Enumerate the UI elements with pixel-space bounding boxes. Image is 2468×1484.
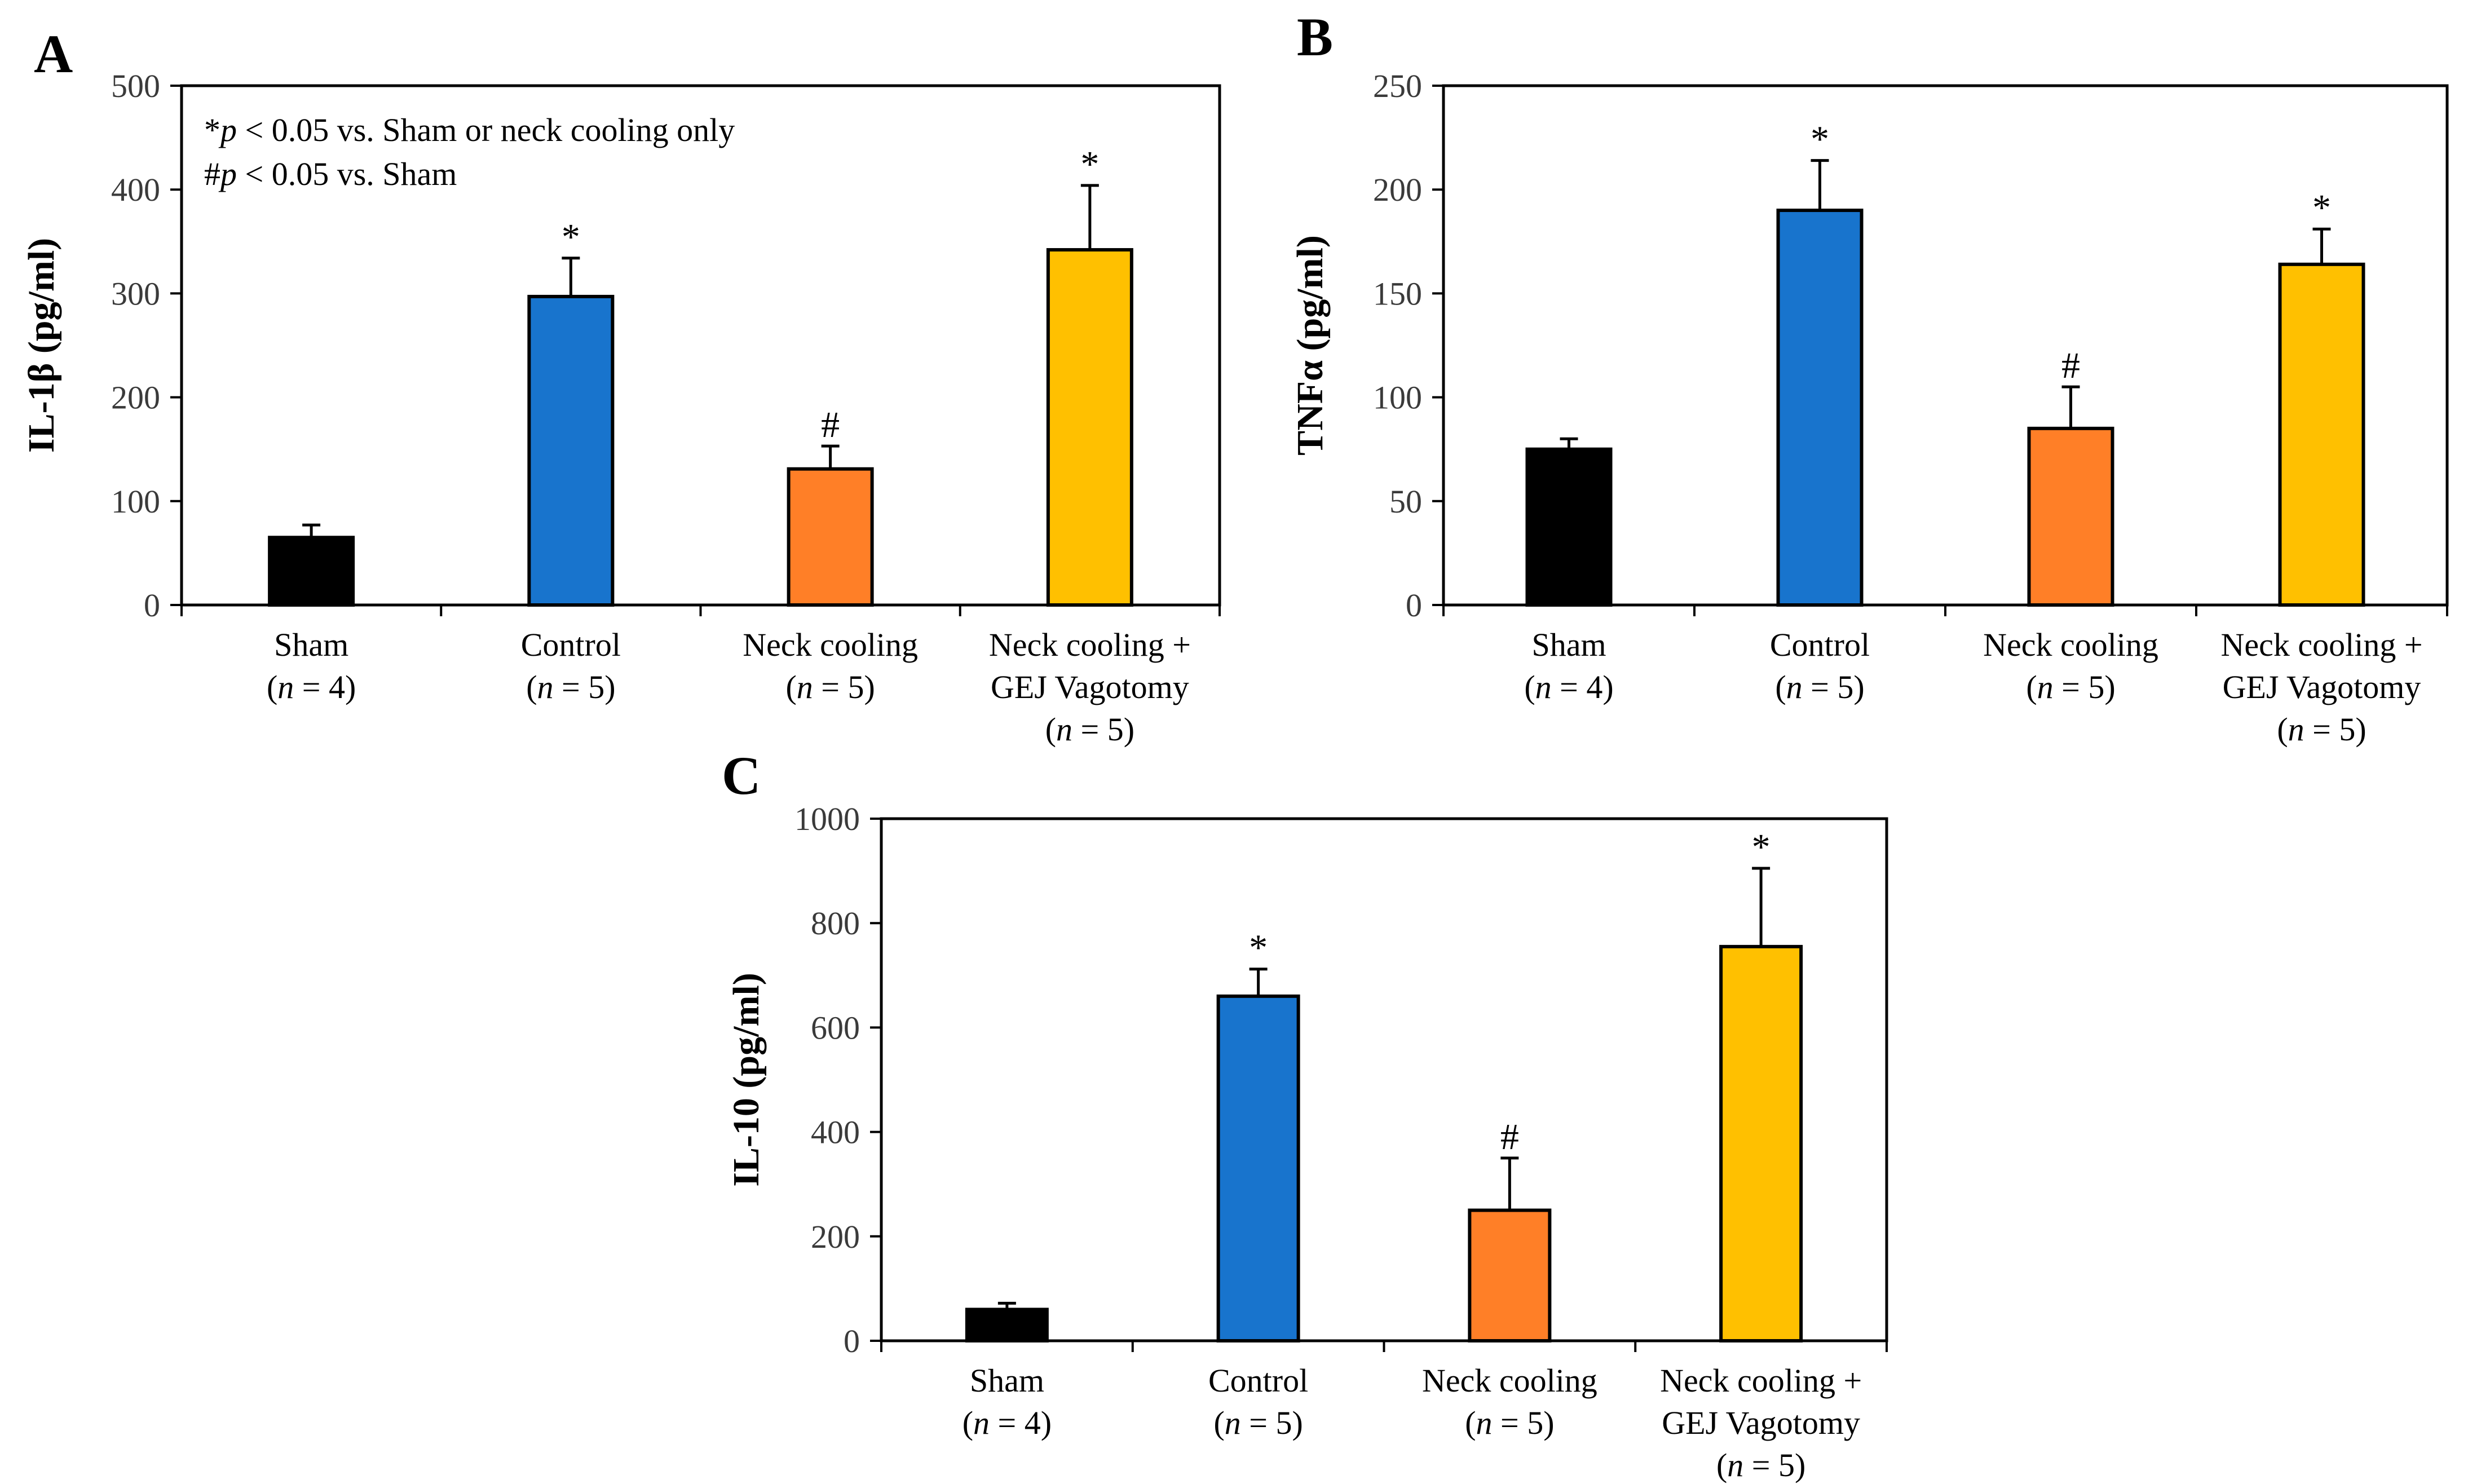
y-tick-label: 100 (1373, 379, 1422, 416)
bar-neck-cooling (787, 467, 874, 607)
x-category-label: Sham (970, 1362, 1044, 1399)
x-category-label: Sham (1531, 626, 1606, 663)
bar-neck-cooling (2278, 262, 2365, 607)
significance-marker: # (1500, 1116, 1519, 1158)
y-tick-label: 400 (811, 1114, 860, 1151)
y-tick-label: 0 (844, 1323, 860, 1359)
bar-sham (268, 536, 355, 607)
y-tick-label: 200 (811, 1218, 860, 1255)
y-tick-label: 0 (1406, 587, 1422, 624)
panel-letter: B (1297, 7, 1333, 67)
x-category-label: (n = 4) (267, 669, 356, 705)
panel-letter: C (722, 745, 761, 806)
x-category-label: GEJ Vagotomy (2223, 669, 2421, 705)
bar-sham (1525, 447, 1613, 607)
significance-marker: * (1811, 119, 1829, 160)
x-category-label: (n = 5) (2026, 669, 2115, 705)
legend-note: *p < 0.05 vs. Sham or neck cooling only (204, 112, 735, 148)
x-category-label: (n = 5) (1465, 1404, 1554, 1441)
x-category-label: Neck cooling (743, 626, 918, 663)
x-category-label: Control (1770, 626, 1870, 663)
y-tick-label: 300 (111, 275, 160, 312)
significance-legend: *p < 0.05 vs. Sham or neck cooling only #… (204, 112, 735, 192)
significance-marker: * (1752, 827, 1771, 868)
x-category-label: GEJ Vagotomy (1662, 1404, 1860, 1441)
x-category-label: GEJ Vagotomy (991, 669, 1189, 705)
bar-neck-cooling (2027, 426, 2114, 607)
significance-marker: # (821, 404, 840, 445)
y-tick-label: 400 (111, 171, 160, 208)
x-category-label: (n = 5) (1716, 1447, 1805, 1483)
x-category-label: Neck cooling (1983, 626, 2158, 663)
x-category-label: Neck cooling + (2220, 626, 2422, 663)
y-tick-label: 500 (111, 68, 160, 104)
panel-c: C 0 200 400 600 800 1000 IL-10 (pg/ml) Sham (n = … (722, 745, 1888, 1483)
bar-neck-cooling (1719, 944, 1803, 1342)
y-tick-label: 250 (1373, 68, 1422, 104)
x-category-label: (n = 5) (526, 669, 615, 705)
x-category-label: Neck cooling + (1660, 1362, 1862, 1399)
x-category-label: Sham (274, 626, 348, 663)
y-tick-label: 200 (1373, 171, 1422, 208)
y-tick-label: 600 (811, 1009, 860, 1046)
significance-marker: * (562, 217, 580, 258)
x-category-label: Neck cooling + (989, 626, 1191, 663)
y-axis-label: TNFα (pg/ml) (1290, 235, 1331, 456)
bar-control (1776, 209, 1864, 607)
x-category-label: Control (521, 626, 621, 663)
panel-a: A 0 100 200 300 400 500 IL-1β (pg/ml) Sham (n = 4… (21, 24, 1221, 748)
y-tick-label: 100 (111, 483, 160, 520)
x-category-label: (n = 5) (2277, 711, 2366, 748)
y-tick-label: 0 (144, 587, 160, 624)
panel-letter: A (34, 24, 73, 84)
x-category-label: (n = 5) (1213, 1404, 1303, 1441)
significance-marker: # (2061, 345, 2080, 386)
y-tick-label: 50 (1389, 483, 1422, 520)
panel-b: B 0 50 100 150 200 250 TNFα (pg/ml) Sham (n = 4) *… (1290, 7, 2449, 748)
x-category-label: (n = 5) (1775, 669, 1864, 705)
significance-marker: * (2312, 187, 2331, 228)
x-category-label: Neck cooling (1422, 1362, 1597, 1399)
y-tick-label: 200 (111, 379, 160, 416)
x-category-label: (n = 4) (1524, 669, 1613, 705)
x-category-label: (n = 5) (785, 669, 875, 705)
y-axis-label: IL-1β (pg/ml) (21, 238, 62, 453)
bar-control (1216, 994, 1300, 1342)
y-axis-label: IL-10 (pg/ml) (726, 973, 767, 1187)
legend-note: #p < 0.05 vs. Sham (204, 156, 457, 192)
significance-marker: * (1080, 144, 1099, 185)
y-tick-label: 1000 (794, 801, 860, 837)
x-category-label: (n = 4) (963, 1404, 1052, 1441)
bar-neck-cooling (1046, 248, 1133, 607)
x-category-label: Control (1208, 1362, 1308, 1399)
y-tick-label: 800 (811, 905, 860, 942)
bar-control (527, 294, 615, 607)
y-tick-label: 150 (1373, 275, 1422, 312)
x-category-label: (n = 5) (1045, 711, 1134, 748)
significance-marker: * (1249, 928, 1268, 969)
bar-sham (965, 1308, 1049, 1342)
bar-neck-cooling (1468, 1208, 1552, 1342)
